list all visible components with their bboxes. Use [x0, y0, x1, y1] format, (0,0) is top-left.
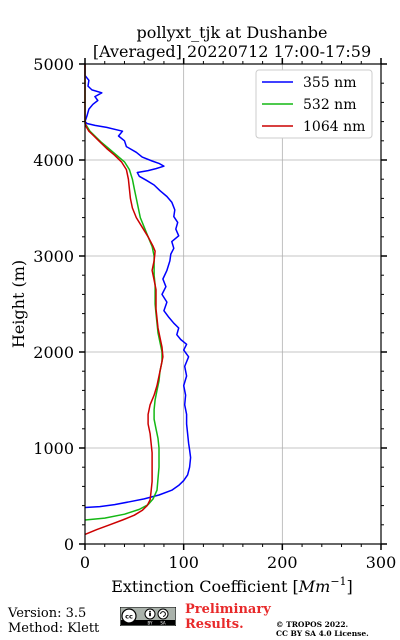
- cc-logo-sa: SA: [160, 621, 166, 626]
- x-tick-label: 100: [168, 553, 199, 572]
- chart-title-line-1: pollyxt_tjk at Dushanbe: [136, 23, 327, 42]
- copyright-notice: © TROPOS 2022. CC BY SA 4.0 License.: [276, 620, 369, 638]
- legend-label: 355 nm: [303, 75, 356, 91]
- legend-box: [255, 69, 373, 139]
- legend-label: 1064 nm: [303, 119, 365, 135]
- x-tick-label: 200: [267, 553, 298, 572]
- y-tick-label: 0: [64, 535, 74, 554]
- y-tick-label: 2000: [33, 343, 74, 362]
- preliminary-line-1: Preliminary: [185, 602, 271, 617]
- chart-title-line-2: [Averaged] 20220712 17:00-17:59: [93, 42, 371, 61]
- version-text: Version: 3.5: [8, 606, 87, 621]
- x-axis-label-unit: Mm: [298, 577, 331, 596]
- preliminary-results-text: Preliminary Results.: [185, 602, 271, 632]
- y-tick-label: 3000: [33, 247, 74, 266]
- x-axis-label: Extinction Coefficient [Mm−1]: [111, 575, 353, 596]
- series-line-355-nm: [84, 64, 192, 509]
- x-tick-label: 0: [80, 553, 90, 572]
- x-axis-label-exponent: −1: [330, 575, 346, 588]
- y-tick-label: 5000: [33, 55, 74, 74]
- grid-lines: [85, 64, 381, 544]
- copyright-line-1: © TROPOS 2022.: [276, 620, 349, 629]
- series-lines: [84, 64, 192, 536]
- method-text: Method: Klett: [8, 621, 100, 636]
- y-tick-label: 1000: [33, 439, 74, 458]
- y-axis-label: Height (m): [9, 260, 28, 348]
- series-line-532-nm: [84, 64, 163, 521]
- preliminary-line-2: Results.: [185, 617, 244, 632]
- legend-label: 532 nm: [303, 97, 356, 113]
- series-line-1064-nm: [84, 64, 164, 536]
- x-axis-label-text: Extinction Coefficient [: [111, 577, 299, 596]
- cc-license-logo: cc BY SA: [120, 607, 176, 626]
- copyright-line-2: CC BY SA 4.0 License.: [276, 629, 369, 638]
- y-tick-label: 4000: [33, 151, 74, 170]
- plot-frame: [84, 63, 382, 545]
- x-axis-label-close: ]: [347, 577, 353, 596]
- cc-logo-mark: cc: [125, 613, 133, 621]
- cc-logo-by: BY: [148, 621, 154, 626]
- x-tick-label: 300: [366, 553, 397, 572]
- legend: 355 nm 532 nm 1064 nm: [255, 69, 373, 139]
